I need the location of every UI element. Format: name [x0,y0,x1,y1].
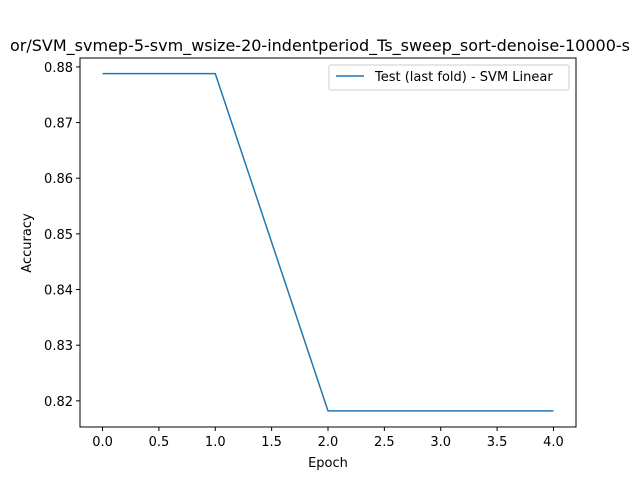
y-tick-label: 0.83 [44,339,73,354]
y-tick-label: 0.84 [44,284,73,299]
y-tick-label: 0.88 [44,61,73,76]
y-axis: 0.82 0.83 0.84 0.85 0.86 0.87 0.88 [44,61,80,410]
y-tick-label: 0.87 [44,117,73,132]
legend-box [328,64,570,91]
legend-label: Test (last fold) - SVM Linear [374,70,553,85]
x-tick-label: 0.0 [92,435,113,450]
y-tick-label: 0.85 [44,228,73,243]
y-tick-label: 0.86 [44,172,73,187]
x-tick-label: 4.0 [543,435,564,450]
series-line [102,72,554,412]
x-tick-label: 3.5 [487,435,508,450]
y-tick-label: 0.82 [44,395,73,410]
x-axis: 0.0 0.5 1.0 1.5 2.0 2.5 3.0 3.5 4.0 [92,427,564,450]
x-tick-label: 0.5 [149,435,170,450]
x-tick-label: 2.0 [318,435,339,450]
x-tick-label: 2.5 [374,435,395,450]
y-axis-label: Accuracy [20,213,35,273]
x-tick-label: 1.5 [261,435,282,450]
series-layer [102,72,554,412]
chart-title: or/SVM_svmep-5-svm_wsize-20-indentperiod… [10,36,630,56]
x-tick-label: 1.0 [205,435,226,450]
x-axis-label: Epoch [308,456,348,471]
plot-frame [79,57,577,428]
legend: Test (last fold) - SVM Linear [328,64,570,91]
x-tick-label: 3.0 [430,435,451,450]
plot-area [80,58,576,427]
